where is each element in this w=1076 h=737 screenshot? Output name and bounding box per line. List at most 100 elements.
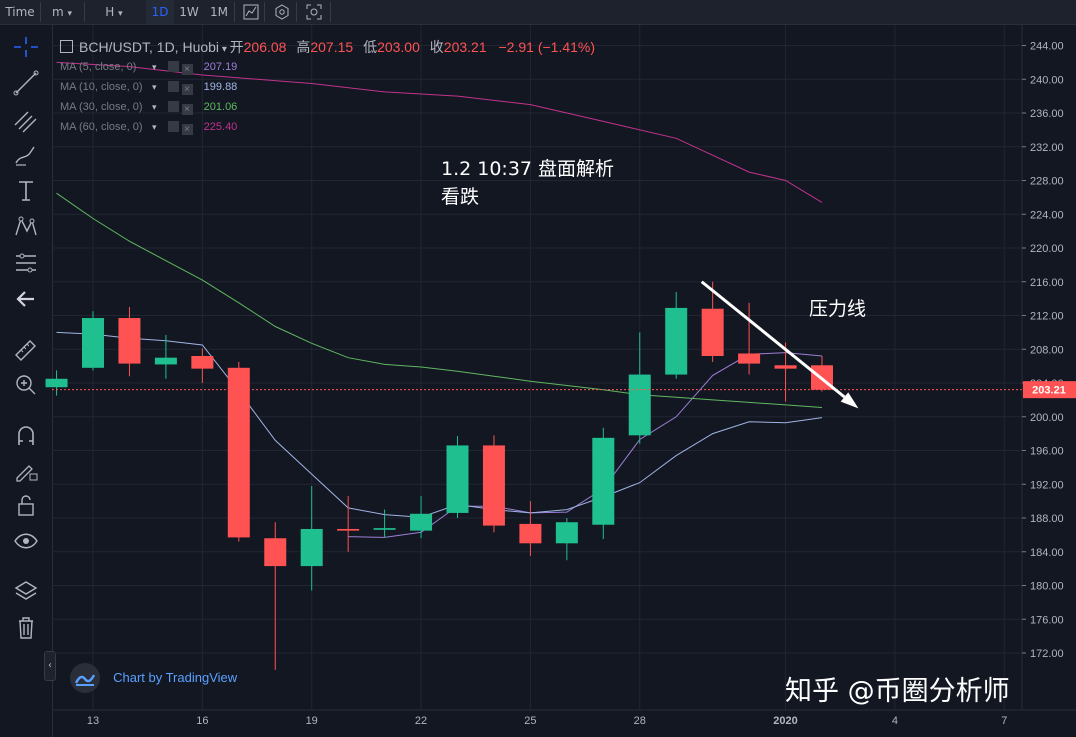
ma-value: 199.88	[203, 81, 238, 93]
candle-up	[592, 427, 615, 540]
arrow-head-icon	[840, 392, 859, 409]
screenshot-icon[interactable]	[302, 0, 326, 24]
close-icon[interactable]: ×	[181, 124, 193, 135]
ma-line	[56, 192, 823, 408]
trash-icon[interactable]	[10, 613, 42, 641]
chart-type-icon[interactable]	[240, 0, 262, 24]
chevron-down-icon: ▾	[118, 9, 123, 19]
candle-body	[811, 365, 833, 390]
prediction-tool-icon[interactable]	[10, 249, 42, 277]
candle-body	[482, 445, 505, 526]
indicators-icon[interactable]	[270, 0, 294, 24]
ma-label: MA (5, close, 0)	[60, 61, 137, 73]
text-tool-icon[interactable]	[10, 177, 42, 205]
price-tick-label: 236.00	[1030, 108, 1064, 120]
price-tick-label: 232.00	[1030, 142, 1064, 154]
time-tick-label: 4	[892, 715, 898, 727]
price-axis[interactable]: 172.00 176.00 180.00 184.00 188.00 192.00 196.…	[1022, 41, 1064, 661]
price-tick-label: 172.00	[1030, 648, 1064, 660]
candle-down	[519, 501, 542, 556]
close-icon[interactable]: ×	[181, 104, 193, 115]
time-button[interactable]: Time	[5, 5, 35, 19]
watermark: 知乎 @币圈分析师	[785, 676, 1010, 707]
time-tick-label: 25	[524, 715, 536, 727]
candle-down	[482, 435, 505, 533]
chevron-down-icon[interactable]: ▾	[152, 102, 157, 112]
hour-interval-dropdown[interactable]: H ▾	[96, 0, 132, 24]
candle-body	[300, 528, 323, 567]
symbol-title[interactable]: BCH/USDT, 1D, Huobi	[79, 39, 220, 55]
close-icon[interactable]: ×	[181, 64, 193, 75]
fib-tool-icon[interactable]	[10, 105, 42, 133]
collapse-toolbar-button[interactable]: ‹	[44, 651, 56, 681]
ruler-icon[interactable]	[10, 335, 42, 363]
ma-legend-row[interactable]: MA (10, close, 0) ▾ × 199.88	[60, 78, 360, 98]
chevron-down-icon[interactable]: ▾	[152, 62, 157, 72]
candle-down	[264, 522, 287, 670]
close-value: 203.21	[443, 39, 487, 55]
toolbar-divider	[84, 2, 85, 22]
candle-down	[738, 302, 761, 375]
tradingview-branding[interactable]: Chart by TradingView	[70, 662, 237, 693]
resistance-label: 压力线	[809, 298, 866, 320]
brush-icon[interactable]	[10, 141, 42, 169]
candle-down	[774, 342, 797, 402]
layers-icon[interactable]	[10, 577, 42, 605]
price-tick-label: 212.00	[1030, 311, 1064, 323]
settings-icon[interactable]	[167, 121, 179, 132]
candle-up	[300, 485, 323, 591]
candle-down	[701, 281, 724, 362]
chevron-down-icon[interactable]: ▾	[152, 122, 157, 132]
zoom-in-icon[interactable]	[10, 371, 42, 399]
interval-1m-button[interactable]: 1M	[210, 5, 228, 19]
interval-1d-button[interactable]: 1D	[146, 0, 174, 24]
settings-icon[interactable]	[167, 61, 179, 72]
chevron-down-icon[interactable]: ▾	[219, 44, 230, 55]
time-tick-label: 28	[634, 715, 646, 727]
ma-value: 225.40	[203, 121, 238, 133]
time-tick-label: 22	[415, 715, 427, 727]
eye-icon[interactable]	[10, 527, 42, 555]
candle-body	[82, 318, 104, 368]
minute-interval-dropdown[interactable]: m ▾	[44, 0, 80, 24]
ma-legend-row[interactable]: MA (30, close, 0) ▾ × 201.06	[60, 98, 360, 118]
price-tick-label: 208.00	[1030, 344, 1064, 356]
candle-body	[665, 307, 688, 375]
toolbar-divider	[234, 2, 235, 22]
back-arrow-icon[interactable]	[10, 285, 42, 313]
trend-line-icon[interactable]	[10, 69, 42, 97]
magnet-icon[interactable]	[10, 421, 42, 449]
low-label: 低	[363, 39, 378, 55]
tradingview-logo-icon	[70, 662, 100, 693]
ma-value: 207.19	[203, 61, 238, 73]
candle-up	[154, 334, 177, 379]
ma-label: MA (30, close, 0)	[60, 101, 143, 113]
crosshair-icon[interactable]	[10, 33, 42, 61]
settings-icon[interactable]	[167, 101, 179, 112]
candle-body	[628, 374, 651, 436]
interval-1w-button[interactable]: 1W	[179, 5, 199, 19]
candle-body	[118, 318, 141, 364]
ma-label: MA (60, close, 0)	[60, 121, 143, 133]
price-tick-label: 196.00	[1030, 446, 1064, 458]
time-axis[interactable]: 13 16 19 22 25 28 2020 4 7	[87, 715, 1007, 727]
close-icon[interactable]: ×	[181, 84, 193, 95]
candle-body	[337, 528, 360, 531]
close-label: 收	[429, 39, 444, 55]
pattern-tool-icon[interactable]	[10, 213, 42, 241]
candlesticks	[45, 281, 833, 670]
hour-label: H	[105, 5, 115, 19]
unlock-icon[interactable]	[10, 491, 42, 519]
settings-icon[interactable]	[167, 81, 179, 92]
lock-drawing-icon[interactable]	[10, 455, 42, 483]
resistance-trendline[interactable]	[700, 280, 859, 409]
chevron-down-icon: ▾	[67, 9, 73, 19]
price-tick-label: 200.00	[1030, 412, 1064, 424]
ma-legend-row[interactable]: MA (60, close, 0) ▾ × 225.40	[60, 118, 360, 138]
collapse-legend-icon[interactable]	[60, 40, 73, 53]
candle-body	[191, 356, 214, 369]
chevron-down-icon[interactable]: ▾	[152, 82, 157, 92]
ma-legend-row[interactable]: MA (5, close, 0) ▾ × 207.19	[60, 58, 360, 78]
ma-label: MA (10, close, 0)	[60, 81, 143, 93]
candle-up	[555, 518, 578, 561]
